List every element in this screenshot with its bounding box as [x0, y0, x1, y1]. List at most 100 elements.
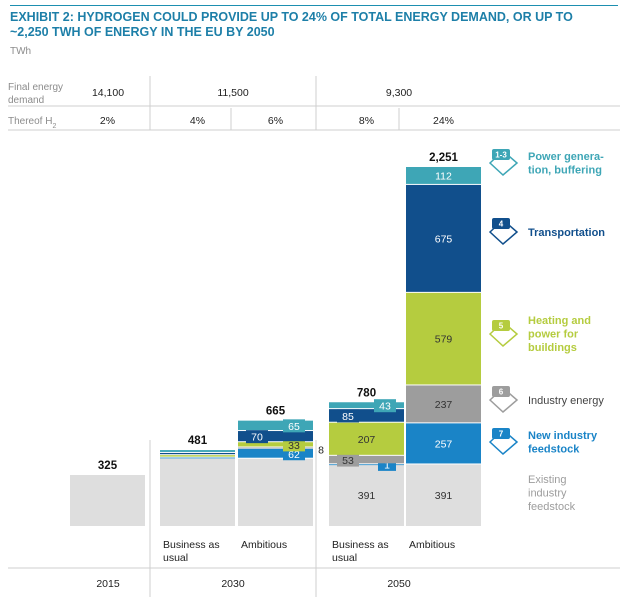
- table-row-label-demand-line-2: demand: [8, 95, 44, 106]
- data-label-badge: [283, 419, 305, 433]
- legend-label: New industry: [528, 430, 598, 442]
- bar-segment-existing-industry-feedstock: [70, 475, 145, 526]
- bar-segment-existing-industry-feedstock: [160, 458, 235, 526]
- legend-badge: [492, 218, 510, 229]
- bar-segment-industry-energy: [329, 455, 404, 464]
- x-category-label: Business as: [332, 539, 389, 551]
- legend-label: buildings: [528, 342, 577, 354]
- x-category-label: Ambitious: [241, 539, 287, 551]
- x-category-label: Business as: [163, 539, 220, 551]
- table-cell-share: 2%: [100, 115, 115, 127]
- bar-total-label: 780: [357, 387, 376, 399]
- table-cell-demand: 11,500: [217, 87, 248, 99]
- table-cell-share: 4%: [190, 115, 205, 127]
- legend-badge-text: 4: [499, 220, 504, 229]
- legend-badge: [492, 428, 510, 439]
- legend-badge: [492, 320, 510, 331]
- x-category-label: usual: [163, 552, 188, 564]
- bar-segment-power-generation-buffering: [160, 450, 235, 452]
- data-label: 237: [435, 399, 453, 411]
- legend-label: Industry energy: [528, 395, 604, 407]
- legend-badge-text: 1-3: [495, 151, 507, 160]
- bar-segment-heating-and-power-for-buildings: [238, 442, 313, 447]
- legend-badge: [492, 149, 510, 160]
- data-label: 33: [288, 440, 300, 452]
- legend-label: industry: [528, 488, 567, 500]
- table-cell-share: 24%: [433, 115, 454, 127]
- bar-segment-new-industry-feedstock: [160, 457, 235, 459]
- bar-segment-new-industry-feedstock: [406, 423, 481, 464]
- data-label: 1: [384, 459, 390, 471]
- data-label: 675: [435, 233, 453, 245]
- data-label: 8: [318, 445, 324, 457]
- data-label: 207: [358, 434, 376, 446]
- legend-badge-text: 5: [499, 322, 504, 331]
- chart-title: EXHIBIT 2: HYDROGEN COULD PROVIDE UP TO …: [10, 10, 610, 40]
- legend-badge: [492, 386, 510, 397]
- bar-total-label: 481: [188, 435, 208, 447]
- data-label-badge: [337, 453, 359, 467]
- data-label: 112: [435, 170, 452, 182]
- table-cell-share: 8%: [359, 115, 374, 127]
- bar-segment-existing-industry-feedstock: [238, 458, 313, 526]
- legend-badge-text: 7: [499, 430, 504, 439]
- legend-label: tion, buffering: [528, 165, 602, 177]
- bar-segment-heating-and-power-for-buildings: [406, 292, 481, 385]
- data-label-badge: [246, 430, 268, 444]
- legend-label: Power genera-: [528, 151, 604, 163]
- bar-segment-heating-and-power-for-buildings: [160, 455, 235, 457]
- legend-label: feedstock: [528, 444, 580, 456]
- bar-segment-transportation: [160, 452, 235, 455]
- bar-segment-power-generation-buffering: [329, 402, 404, 409]
- title-rule: [10, 5, 618, 6]
- data-label: 70: [251, 432, 263, 444]
- bar-total-label: 2,251: [429, 152, 458, 164]
- table-cell-share: 6%: [268, 115, 283, 127]
- x-category-label: Ambitious: [409, 539, 455, 551]
- data-label-badge: [337, 409, 359, 423]
- table-row-label-share-subscript: 2: [52, 123, 56, 130]
- bar-total-label: 325: [98, 460, 118, 472]
- data-label: 62: [288, 449, 300, 461]
- data-label: 53: [342, 455, 354, 467]
- data-label: 43: [379, 401, 391, 413]
- chart-title-line-1: EXHIBIT 2: HYDROGEN COULD PROVIDE UP TO …: [10, 10, 573, 24]
- bar-segment-industry-energy: [406, 385, 481, 423]
- bar-total-label: 665: [266, 406, 286, 418]
- data-label: 85: [342, 411, 354, 423]
- data-label: 579: [435, 334, 453, 346]
- bar-segment-industry-energy: [238, 447, 313, 449]
- legend-label: feedstock: [528, 501, 576, 513]
- bar-segment-power-generation-buffering: [238, 420, 313, 431]
- bar-segment-transportation: [238, 431, 313, 442]
- legend-label: Existing: [528, 474, 567, 486]
- data-label: 391: [358, 490, 376, 502]
- legend-label: Transportation: [528, 227, 605, 239]
- x-group-label: 2015: [96, 578, 120, 590]
- legend-badge-text: 6: [499, 388, 504, 397]
- data-label: 391: [435, 490, 453, 502]
- data-label-badge: [374, 399, 396, 413]
- bar-segment-existing-industry-feedstock: [406, 464, 481, 526]
- data-label: 257: [435, 438, 453, 450]
- bar-segment-transportation: [406, 184, 481, 292]
- x-group-label: 2030: [221, 578, 245, 590]
- legend-label: Heating and: [528, 315, 591, 327]
- unit-label: TWh: [10, 46, 32, 57]
- x-category-label: usual: [332, 552, 357, 564]
- legend-label: power for: [528, 329, 579, 341]
- chart-title-line-2: ~2,250 TWH OF ENERGY IN THE EU BY 2050: [10, 25, 275, 39]
- table-row-label-share: Thereof H2: [8, 116, 56, 130]
- data-label-badge: [283, 438, 305, 452]
- bar-segment-existing-industry-feedstock: [329, 464, 404, 526]
- x-group-label: 2050: [387, 578, 411, 590]
- bar-segment-new-industry-feedstock: [329, 464, 404, 466]
- bar-segment-new-industry-feedstock: [238, 448, 313, 458]
- table-cell-demand: 14,100: [92, 87, 124, 99]
- table-row-label-demand-line-1: Final energy: [8, 82, 63, 93]
- data-label: 65: [288, 421, 300, 433]
- bar-segment-power-generation-buffering: [406, 167, 481, 184]
- table-cell-demand: 9,300: [386, 87, 412, 99]
- bar-segment-heating-and-power-for-buildings: [329, 422, 404, 455]
